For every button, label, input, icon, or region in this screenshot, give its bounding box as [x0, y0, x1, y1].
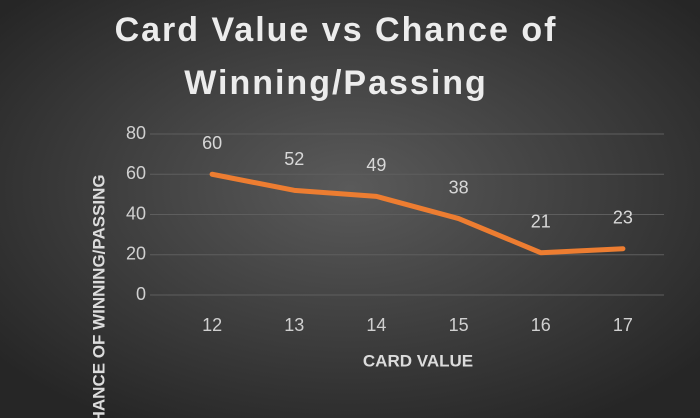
x-tick-label: 14: [366, 315, 386, 335]
x-tick-label: 15: [449, 315, 469, 335]
chart-title: Card Value vs Chance of: [115, 11, 558, 49]
chart-title: Winning/Passing: [184, 64, 488, 102]
y-tick-label: 20: [126, 244, 146, 264]
data-label: 60: [202, 133, 222, 153]
y-axis-title: CHANCE OF WINNING/PASSING: [89, 174, 108, 418]
x-tick-label: 17: [613, 315, 633, 335]
y-tick-label: 40: [126, 203, 146, 223]
data-label: 23: [613, 207, 633, 227]
y-tick-label: 0: [136, 284, 146, 304]
y-tick-label: 60: [126, 163, 146, 183]
data-label: 38: [449, 177, 469, 197]
x-tick-label: 12: [202, 315, 222, 335]
data-label: 21: [531, 211, 551, 231]
x-axis-title: CARD VALUE: [363, 351, 473, 370]
data-label: 49: [366, 155, 386, 175]
data-label: 52: [284, 149, 304, 169]
x-tick-label: 13: [284, 315, 304, 335]
y-tick-label: 80: [126, 123, 146, 143]
x-tick-label: 16: [531, 315, 551, 335]
line: [209, 171, 626, 256]
